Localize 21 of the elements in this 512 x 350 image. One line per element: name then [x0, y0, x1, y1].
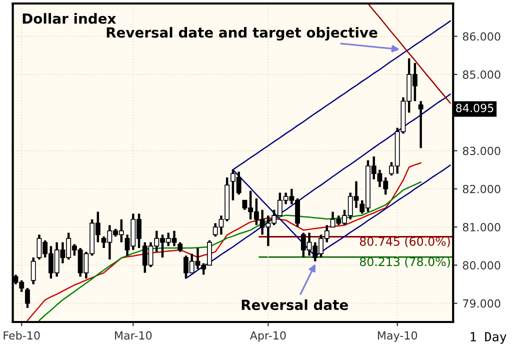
y-tick-label: 81.000 [462, 222, 500, 232]
y-tick-label: 83.000 [462, 146, 500, 156]
x-tick-label: Mar-10 [115, 331, 152, 340]
candlestick [418, 100, 424, 150]
candlestick [30, 256, 36, 286]
y-tick-label: 80.000 [462, 261, 500, 270]
candlestick [25, 286, 30, 309]
x-tick-label: Feb-10 [4, 331, 40, 340]
candlestick [178, 241, 183, 253]
y-tick-label: 86.000 [462, 32, 500, 41]
text: Dollar index [22, 13, 116, 24]
text: 84.095 [456, 104, 494, 112]
y-tick-label: 82.000 [462, 184, 500, 194]
annotation: Reversal date [242, 299, 348, 310]
ref-line-label: 80.213 (78.0%) [360, 257, 450, 268]
y-tick-label: 85.000 [462, 70, 500, 79]
x-tick-label: Apr-10 [250, 331, 286, 342]
text: 1 Day [470, 332, 506, 344]
annotation: Reversal date and target objective [106, 26, 378, 41]
x-tick-label: May-10 [378, 331, 418, 342]
y-tick-label: 79.000 [463, 299, 500, 308]
